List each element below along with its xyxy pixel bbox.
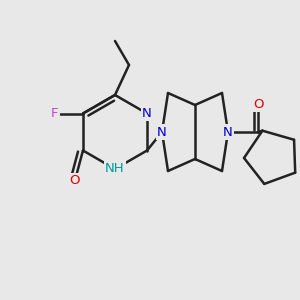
Text: N: N [223,125,233,139]
Text: N: N [157,125,167,139]
Text: O: O [70,174,80,187]
Text: O: O [253,98,263,110]
Text: NH: NH [105,163,125,176]
Text: N: N [142,107,152,120]
Text: F: F [51,107,59,120]
